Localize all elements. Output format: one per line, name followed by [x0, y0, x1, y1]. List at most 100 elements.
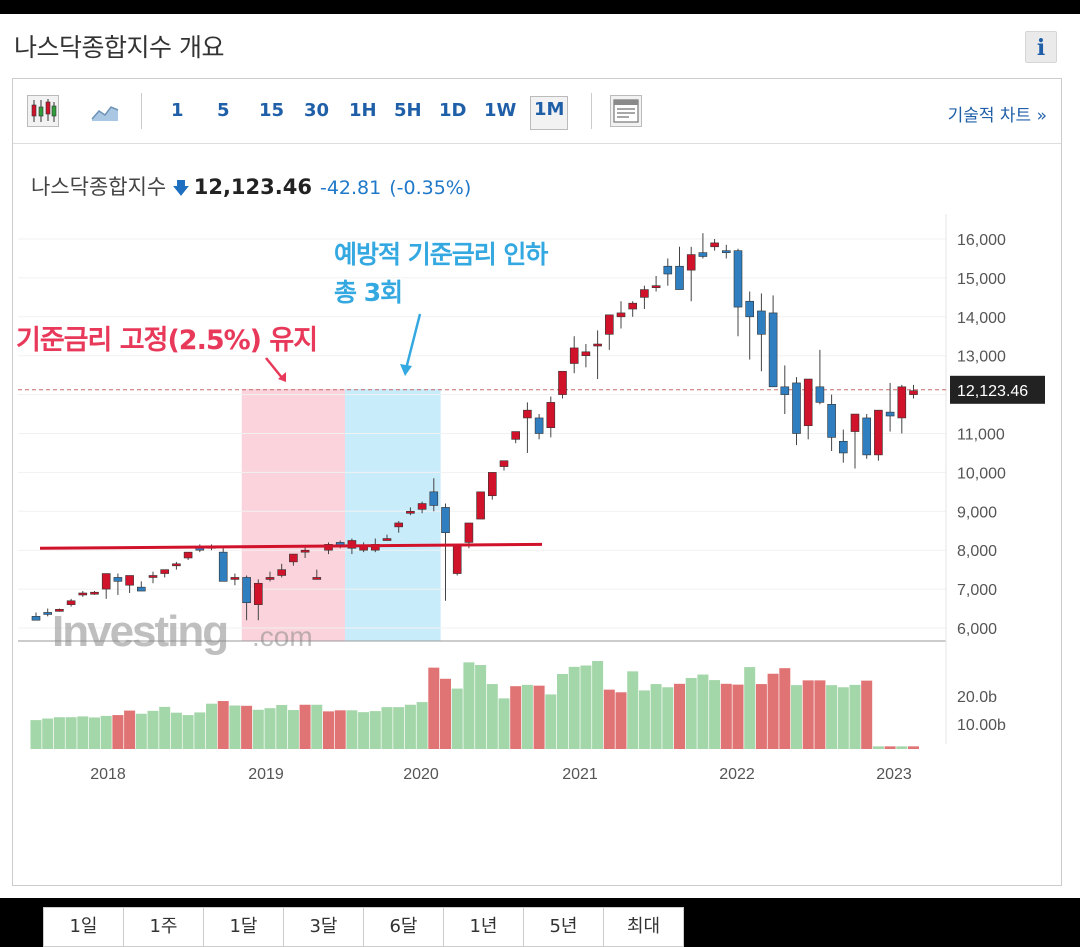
candle-body [745, 300, 755, 318]
volume-bar [557, 674, 568, 749]
volume-bar [451, 688, 463, 749]
candle-body [55, 609, 64, 612]
volume-bar [194, 712, 206, 749]
period-button[interactable]: 1주 [123, 907, 204, 947]
period-selector: 1일 1주 1달 3달 6달 1년 5년 최대 [43, 907, 684, 947]
info-button[interactable]: i [1025, 31, 1057, 63]
area-chart-icon[interactable] [89, 95, 121, 127]
volume-bar [545, 694, 557, 749]
volume-bar [837, 687, 849, 749]
timeframe-30-button[interactable]: 30 [304, 100, 330, 121]
candle-body [230, 577, 240, 580]
volume-bar [440, 678, 451, 749]
timeframe-1h-button[interactable]: 1H [349, 100, 377, 121]
volume-bar [112, 715, 124, 749]
volume-bar [276, 705, 288, 749]
candle-body [452, 544, 462, 574]
volume-bar [697, 674, 709, 749]
timeframe-1d-button[interactable]: 1D [439, 100, 467, 121]
candle-body [382, 538, 392, 541]
volume-bar [182, 715, 194, 749]
candle-body [218, 551, 228, 582]
volume-bar [147, 710, 159, 749]
candle-body [569, 347, 579, 364]
volume-bar [521, 684, 533, 749]
timeframe-5h-button[interactable]: 5H [394, 100, 422, 121]
period-button[interactable]: 1달 [203, 907, 284, 947]
candle-body [148, 575, 158, 578]
volume-bar [264, 708, 276, 749]
candle-body [406, 510, 415, 514]
period-button[interactable]: 최대 [603, 907, 684, 947]
x-axis-year-label: 2019 [248, 766, 284, 783]
candle-body [101, 573, 111, 590]
candle-body [909, 390, 918, 395]
technical-chart-link[interactable]: 기술적 차트 » [947, 106, 1047, 126]
period-button[interactable]: 3달 [283, 907, 364, 947]
candle-body [733, 250, 743, 308]
candle-body [558, 370, 567, 395]
volume-bar [217, 701, 229, 749]
candle-body [31, 616, 41, 621]
candle-body [78, 592, 88, 596]
price-tick-label: 7,000 [957, 582, 997, 599]
timeframe-15-button[interactable]: 15 [259, 100, 285, 121]
volume-bar [568, 666, 580, 749]
volume-bar [311, 704, 323, 749]
volume-bar [229, 705, 241, 749]
price-tick-label: 16,000 [957, 232, 1006, 249]
blue-pointer-arrow [404, 313, 422, 370]
x-axis-year-label: 2023 [876, 766, 912, 783]
volume-bar [159, 706, 171, 749]
volume-tick-label: 10.00b [957, 717, 1006, 734]
red-pointer-arrow [265, 357, 284, 380]
candle-body [90, 591, 99, 595]
volume-bar [872, 746, 884, 749]
volume-bar [814, 680, 826, 749]
candle-body [160, 569, 169, 574]
volume-bar [638, 690, 650, 749]
candle-body [792, 382, 801, 434]
volume-bar [428, 667, 440, 749]
period-button[interactable]: 6달 [363, 907, 444, 947]
volume-bar [849, 684, 861, 749]
candlestick-chart-icon[interactable] [27, 95, 59, 127]
timeframe-5-button[interactable]: 5 [217, 100, 230, 121]
toolbar-divider [591, 93, 592, 129]
volume-bar [89, 717, 100, 749]
volume-bar [369, 711, 381, 749]
trend-line [39, 542, 543, 550]
quote-line: 나스닥종합지수 🡇 12,123.46 -42.81 (-0.35%) [31, 171, 471, 205]
price-tick-label: 13,000 [957, 349, 1006, 366]
candle-body [675, 265, 684, 290]
down-arrow-icon: 🡇 [172, 179, 190, 199]
candle-body [757, 310, 766, 335]
volume-bar [615, 692, 627, 749]
volume-bar [908, 746, 919, 749]
volume-bar [709, 680, 721, 749]
timeframe-1-button[interactable]: 1 [171, 100, 184, 121]
current-price-tag [950, 375, 1045, 404]
candle-body [289, 553, 298, 563]
volume-bar [791, 685, 802, 749]
price-tick-label: 9,000 [957, 504, 997, 521]
volume-bar [358, 712, 370, 749]
volume-bar [767, 673, 779, 749]
candle-body [137, 586, 146, 592]
volume-bar [65, 717, 77, 749]
period-button[interactable]: 5년 [523, 907, 604, 947]
page-title: 나스닥종합지수 개요 [14, 33, 224, 62]
period-button[interactable]: 1일 [43, 907, 124, 947]
timeframe-1w-button[interactable]: 1W [484, 100, 517, 121]
candle-body [663, 265, 673, 275]
data-table-icon[interactable] [610, 95, 642, 127]
candle-body [768, 312, 778, 388]
blue-arrow-head [400, 364, 412, 376]
volume-bar [486, 684, 498, 749]
volume-bar [592, 661, 604, 749]
volume-bar [299, 704, 311, 749]
timeframe-1m-button[interactable]: 1M [530, 96, 569, 130]
candle-body [183, 551, 193, 559]
volume-bar [30, 720, 42, 749]
period-button[interactable]: 1년 [443, 907, 524, 947]
